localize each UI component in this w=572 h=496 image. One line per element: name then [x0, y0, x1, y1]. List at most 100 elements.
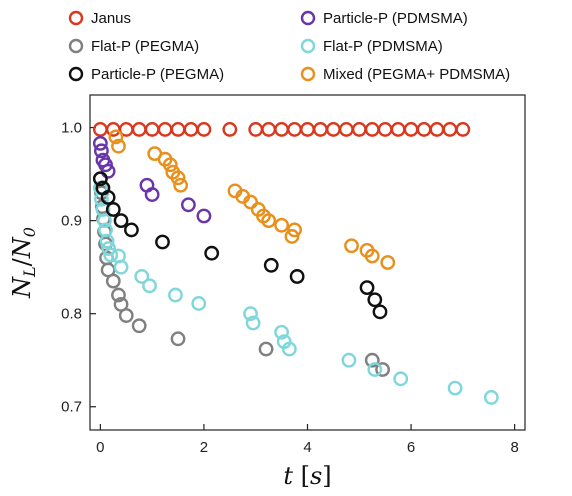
legend-marker	[68, 66, 84, 82]
data-point	[103, 247, 119, 263]
data-point	[367, 292, 383, 308]
data-point	[100, 189, 116, 205]
data-point	[142, 278, 157, 294]
data-point	[367, 362, 383, 377]
data-point	[243, 306, 258, 322]
x-axis-title-part: [	[293, 462, 310, 490]
data-point	[92, 171, 108, 187]
legend-marker	[300, 38, 316, 54]
data-point	[168, 287, 183, 303]
data-point	[372, 304, 388, 320]
data-point	[144, 122, 160, 137]
data-point	[170, 170, 186, 186]
series-0	[92, 122, 471, 137]
data-point	[98, 157, 113, 173]
series-4	[92, 171, 388, 320]
data-point	[99, 233, 115, 249]
data-point	[258, 341, 274, 357]
data-point	[100, 163, 116, 179]
data-point	[105, 122, 121, 137]
data-point	[93, 143, 109, 159]
data-point	[111, 138, 126, 154]
y-axis-title-part: L	[20, 266, 39, 278]
x-tick-label: 8	[510, 439, 518, 456]
data-point	[131, 122, 147, 137]
data-point	[134, 269, 150, 284]
data-point	[157, 122, 173, 137]
data-point	[344, 238, 359, 254]
data-point	[183, 122, 199, 137]
data-point	[92, 122, 108, 137]
data-point	[101, 241, 117, 256]
data-point	[261, 213, 277, 229]
legend-label: Mixed (PEGMA+ PDMSMA)	[323, 66, 510, 83]
y-tick-label: 0.7	[61, 399, 82, 416]
legend-label: Particle-P (PDMSMA)	[323, 10, 468, 27]
data-point	[455, 122, 471, 137]
data-point	[180, 197, 196, 213]
data-point	[359, 280, 375, 296]
data-point	[105, 202, 121, 217]
data-point	[313, 122, 328, 137]
data-point	[108, 129, 124, 145]
y-tick-label: 0.9	[61, 213, 82, 230]
data-point	[377, 122, 393, 137]
data-point	[375, 362, 390, 377]
data-point	[429, 122, 445, 137]
x-axis-title-part: s	[310, 462, 322, 490]
data-point	[155, 234, 170, 250]
data-point	[325, 122, 341, 137]
data-point	[351, 122, 367, 137]
data-point	[191, 296, 207, 311]
series-5	[108, 129, 396, 270]
data-point	[97, 213, 112, 229]
data-point	[289, 269, 305, 284]
x-axis-title-part: t	[283, 462, 293, 490]
y-axis-title-part: N	[8, 236, 36, 259]
x-axis-title: t [s]	[283, 462, 331, 490]
data-point	[274, 217, 290, 233]
legend-label: Flat-P (PEGMA)	[91, 38, 199, 55]
data-point	[243, 194, 258, 210]
data-point	[442, 122, 458, 137]
legend-marker	[68, 38, 84, 54]
y-axis-title-part: 0	[20, 227, 39, 237]
legend-label: Flat-P (PDMSMA)	[323, 38, 443, 55]
data-point	[287, 222, 302, 238]
legend-item: Flat-P (PDMSMA)	[300, 38, 443, 55]
data-point	[131, 318, 147, 334]
x-axis: 0 2 4 6 8	[96, 424, 519, 456]
data-point	[483, 390, 499, 405]
data-point	[222, 122, 238, 137]
x-tick-label: 6	[407, 439, 415, 456]
data-point	[380, 255, 396, 270]
y-tick-label: 1.0	[61, 120, 82, 137]
data-point	[124, 222, 139, 238]
data-point	[170, 331, 186, 347]
legend-label: Particle-P (PEGMA)	[91, 66, 224, 83]
legend-item: Mixed (PEGMA+ PDMSMA)	[300, 66, 510, 83]
data-point	[364, 248, 380, 264]
x-tick-label: 4	[303, 439, 311, 456]
data-point	[393, 371, 409, 387]
data-point	[341, 352, 357, 368]
data-point	[364, 352, 380, 368]
y-axis-title-part: N	[8, 276, 36, 299]
data-point	[390, 122, 406, 137]
data-point	[281, 341, 297, 357]
legend: Janus Flat-P (PEGMA) Particle-P (PEGMA) Par…	[68, 10, 510, 83]
x-tick-label: 2	[200, 439, 208, 456]
legend-item: Janus	[68, 10, 131, 27]
data-point	[364, 122, 380, 137]
y-axis-title-part: /	[8, 257, 36, 266]
data-point	[284, 229, 300, 244]
data-point	[92, 135, 108, 151]
data-point	[118, 308, 134, 323]
data-point	[173, 177, 189, 193]
data-point	[300, 122, 315, 137]
data-point	[162, 157, 178, 173]
legend-item: Particle-P (PDMSMA)	[300, 10, 468, 27]
data-point	[144, 187, 160, 202]
plot-frame	[89, 94, 526, 431]
